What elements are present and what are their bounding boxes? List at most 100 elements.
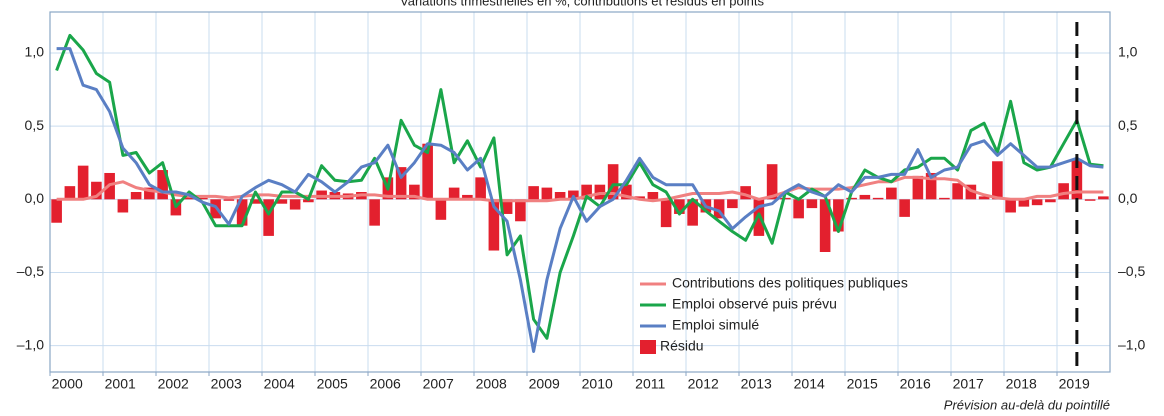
bar: [422, 143, 433, 200]
bar: [1031, 199, 1043, 206]
x-tick-label: 2001: [105, 376, 136, 392]
bar: [117, 199, 129, 213]
y-tick-label: 0,0: [25, 190, 45, 206]
legend-label: Contributions des politiques publiques: [672, 275, 908, 291]
bar: [687, 199, 698, 226]
x-tick-label: 2014: [794, 376, 825, 392]
y-tick-label: 1,0: [25, 44, 45, 60]
x-tick-label: 2012: [688, 376, 719, 392]
bar: [236, 199, 248, 226]
bar: [727, 199, 738, 209]
bar: [223, 199, 235, 201]
bar: [515, 199, 526, 222]
bar: [250, 199, 261, 204]
bar: [674, 199, 685, 214]
bar: [766, 164, 778, 200]
y2-tick-label: –0,5: [1118, 263, 1145, 279]
bar: [409, 184, 420, 200]
x-tick-label: 2006: [370, 376, 401, 392]
bar: [64, 186, 76, 200]
x-tick-label: 2017: [953, 376, 984, 392]
bar: [886, 187, 897, 200]
legend-swatch: [640, 340, 656, 354]
bar: [501, 199, 513, 214]
bar: [435, 199, 447, 220]
bar: [1005, 199, 1016, 213]
annotation: Prévision au-delà du pointillé: [944, 397, 1110, 412]
y-tick-label: –0,5: [17, 263, 44, 279]
x-tick-label: 2000: [52, 376, 83, 392]
x-tick-label: 2019: [1059, 376, 1090, 392]
bar: [594, 184, 606, 200]
bar: [992, 161, 1003, 200]
y2-tick-label: –1,0: [1118, 336, 1145, 352]
x-tick-label: 2010: [582, 376, 613, 392]
bar: [925, 172, 937, 200]
bar: [753, 199, 765, 236]
bar: [157, 170, 168, 200]
y2-tick-label: 0,0: [1118, 190, 1138, 206]
bar: [263, 199, 274, 236]
bar: [197, 197, 208, 200]
bar: [939, 197, 950, 200]
bar: [91, 181, 102, 200]
x-tick-label: 2007: [423, 376, 454, 392]
x-tick-label: 2018: [1006, 376, 1037, 392]
legend-label: Résidu: [660, 338, 704, 354]
bar: [660, 199, 672, 228]
bar: [51, 199, 62, 223]
bar: [554, 192, 566, 200]
bar: [488, 199, 500, 251]
y-tick-label: 0,5: [25, 117, 45, 133]
bar: [528, 186, 539, 200]
bar: [144, 187, 155, 200]
y2-tick-label: 1,0: [1118, 44, 1138, 60]
bar: [448, 187, 460, 200]
bar: [395, 167, 407, 200]
bar: [780, 197, 791, 200]
bar: [846, 197, 857, 200]
x-tick-label: 2008: [476, 376, 507, 392]
bar: [462, 194, 473, 200]
bar: [899, 199, 910, 217]
bar: [1058, 183, 1069, 200]
line: [55, 33, 1104, 340]
plot-frame: [49, 11, 1111, 373]
x-tick-label: 2013: [741, 376, 772, 392]
bar: [819, 199, 831, 252]
bar: [130, 192, 142, 200]
bar: [289, 199, 301, 210]
bar: [859, 194, 871, 200]
bar: [793, 199, 804, 219]
bar: [740, 186, 751, 200]
bar: [541, 187, 553, 200]
bar: [872, 197, 884, 200]
x-tick-label: 2002: [158, 376, 189, 392]
bar: [833, 199, 844, 232]
bar: [621, 184, 632, 200]
bar: [369, 199, 380, 226]
bar: [1018, 199, 1030, 207]
x-tick-label: 2016: [900, 376, 931, 392]
x-tick-label: 2015: [847, 376, 878, 392]
bar: [607, 164, 619, 200]
x-tick-label: 2005: [317, 376, 348, 392]
legend-label: Emploi simulé: [672, 317, 759, 333]
bar: [952, 183, 963, 200]
bar: [475, 177, 486, 200]
bar: [806, 199, 818, 209]
y2-tick-label: 0,5: [1118, 117, 1138, 133]
bar: [77, 165, 89, 200]
x-tick-label: 2011: [635, 376, 665, 392]
x-tick-label: 2009: [529, 376, 560, 392]
chart-title: Variations trimestrielles en %, contribu…: [400, 0, 764, 8]
bar: [276, 199, 288, 204]
bar: [1098, 196, 1109, 200]
bar: [647, 192, 659, 200]
legend-label: Emploi observé puis prévu: [672, 296, 837, 312]
line: [56, 175, 1104, 203]
bar: [713, 199, 725, 219]
bar: [581, 184, 592, 200]
x-tick-label: 2003: [211, 376, 242, 392]
